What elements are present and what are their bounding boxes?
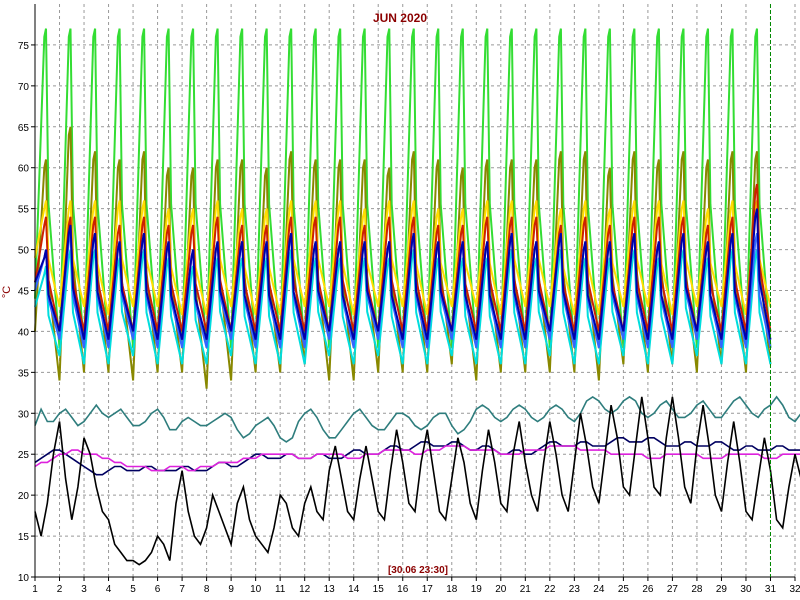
series-line-ambient-3 <box>34 396 800 566</box>
y-tick-label: 65 <box>18 123 30 134</box>
y-tick-label: 55 <box>18 205 30 216</box>
x-tick-label: 28 <box>691 584 703 595</box>
x-tick-label: 2 <box>57 584 63 595</box>
x-tick-label: 22 <box>544 584 556 595</box>
x-tick-label: 6 <box>155 584 161 595</box>
chart-title: JUN 2020 <box>373 11 427 25</box>
y-tick-label: 45 <box>18 287 30 298</box>
y-tick-label: 10 <box>18 573 30 584</box>
x-tick-label: 21 <box>520 584 532 595</box>
y-axis-label: °C <box>1 286 13 298</box>
x-tick-label: 16 <box>397 584 409 595</box>
series-line-ambient-0 <box>34 395 800 443</box>
x-tick-label: 23 <box>569 584 581 595</box>
y-tick-label: 35 <box>18 368 30 379</box>
x-tick-label: 1 <box>32 584 38 595</box>
y-tick-label: 15 <box>18 532 30 543</box>
x-tick-label: 32 <box>789 584 800 595</box>
x-tick-label: 5 <box>130 584 136 595</box>
series-line-ambient-2 <box>34 445 800 472</box>
x-tick-label: 30 <box>740 584 752 595</box>
x-tick-label: 31 <box>765 584 777 595</box>
series-line-daily-6 <box>34 208 772 340</box>
x-tick-label: 29 <box>716 584 728 595</box>
timestamp-label: [30.06 23:30] <box>388 565 448 576</box>
series-group <box>34 28 800 566</box>
x-tick-label: 11 <box>275 584 286 595</box>
x-tick-label: 25 <box>618 584 630 595</box>
x-tick-label: 9 <box>228 584 234 595</box>
x-tick-label: 13 <box>324 584 336 595</box>
y-tick-label: 25 <box>18 450 30 461</box>
x-tick-label: 19 <box>471 584 483 595</box>
series-line-daily-1 <box>34 126 772 389</box>
y-tick-label: 50 <box>18 246 30 257</box>
series-line-daily-5 <box>34 232 772 349</box>
x-tick-label: 7 <box>179 584 185 595</box>
x-tick-label: 17 <box>422 584 434 595</box>
x-tick-label: 15 <box>373 584 385 595</box>
series-line-daily-4 <box>34 249 772 365</box>
x-tick-label: 18 <box>446 584 458 595</box>
y-tick-label: 70 <box>18 82 30 93</box>
x-tick-label: 12 <box>299 584 311 595</box>
x-tick-label: 8 <box>204 584 210 595</box>
x-tick-label: 3 <box>81 584 87 595</box>
x-tick-label: 10 <box>250 584 262 595</box>
x-tick-label: 26 <box>642 584 654 595</box>
x-tick-label: 14 <box>348 584 360 595</box>
x-tick-label: 24 <box>593 584 605 595</box>
x-tick-label: 20 <box>495 584 507 595</box>
x-tick-label: 4 <box>106 584 112 595</box>
y-tick-label: 60 <box>18 164 30 175</box>
y-tick-label: 40 <box>18 327 30 338</box>
y-tick-label: 75 <box>18 41 30 52</box>
y-tick-label: 30 <box>18 409 30 420</box>
y-tick-label: 20 <box>18 491 30 502</box>
x-tick-label: 27 <box>667 584 679 595</box>
series-line-daily-2 <box>34 200 772 316</box>
